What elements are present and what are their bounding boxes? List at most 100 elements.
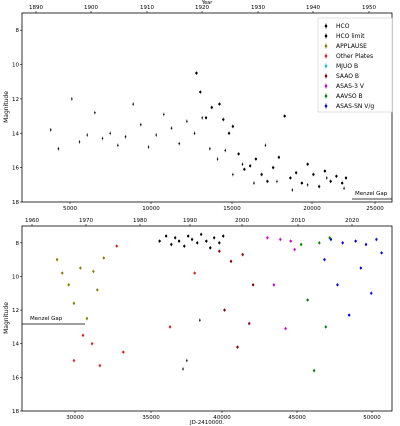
data-point — [312, 173, 315, 176]
data-point — [182, 368, 184, 370]
data-point — [115, 244, 118, 248]
data-point — [266, 180, 269, 183]
data-point — [232, 173, 234, 176]
data-point — [218, 241, 221, 245]
data-point — [343, 187, 345, 190]
data-point — [370, 292, 373, 295]
data-point — [147, 146, 150, 148]
data-point — [341, 241, 344, 245]
year-tick-label: 1940 — [306, 5, 320, 11]
data-point — [193, 271, 196, 275]
data-point — [223, 308, 226, 312]
legend-marker-dot — [324, 94, 328, 98]
legend-marker-dot — [324, 44, 328, 48]
data-point — [323, 258, 326, 261]
data-point — [229, 260, 233, 263]
data-point — [289, 176, 292, 180]
data-point — [306, 184, 309, 186]
data-point — [186, 120, 188, 123]
data-point — [293, 248, 296, 251]
data-point — [71, 98, 73, 100]
data-point — [306, 163, 309, 166]
data-point — [329, 180, 332, 183]
data-point — [323, 169, 327, 173]
data-point — [335, 175, 338, 178]
x-tick-label: 40000 — [213, 415, 231, 421]
data-point — [195, 71, 198, 75]
legend-label: APPLAUSE — [336, 43, 367, 50]
data-point — [117, 144, 119, 147]
data-point — [170, 243, 173, 246]
year-tick-label: 1970 — [79, 218, 93, 224]
year-tick-label: 1930 — [251, 5, 265, 11]
data-point — [92, 270, 95, 273]
x-tick-label: 10000 — [142, 206, 160, 212]
data-point — [85, 317, 89, 320]
data-point — [329, 238, 333, 241]
data-point — [186, 359, 188, 362]
data-point — [57, 147, 60, 150]
lower-plot-frame — [21, 225, 393, 412]
data-point — [237, 152, 240, 156]
lower-menzel-gap-label: Menzel Gap — [30, 316, 63, 322]
data-point — [173, 236, 177, 239]
upper-top-axis-label: Year — [201, 0, 214, 6]
x-tick-label: 45000 — [288, 415, 306, 421]
year-tick-label: 1980 — [133, 218, 147, 224]
data-point — [78, 141, 81, 143]
legend-marker-dot — [324, 84, 328, 88]
data-point — [306, 298, 309, 302]
data-point — [199, 319, 201, 321]
data-point — [72, 302, 76, 305]
legend-label: AAVSO B — [336, 93, 363, 100]
data-point — [122, 350, 125, 354]
data-point — [289, 239, 292, 243]
upper-y-axis-label: Magnitude — [3, 91, 10, 123]
legend-marker-dot — [324, 104, 328, 108]
upper-panel: Year Magnitude Menzel Gap HCO HCO limit AP… — [3, 0, 393, 212]
x-tick-label: 5000 — [63, 206, 77, 212]
legend-items: HCO HCO limit APPLAUSE Other Plates MJUO B SA… — [324, 23, 374, 110]
x-tick-label: 25000 — [366, 206, 384, 212]
data-point — [277, 156, 281, 159]
y-tick-label: 10 — [12, 63, 19, 69]
data-point — [86, 134, 88, 136]
data-point — [132, 103, 134, 105]
x-tick-label: 50000 — [363, 415, 381, 421]
upper-menzel-gap-label: Menzel Gap — [355, 191, 388, 197]
y-tick-label: 8 — [16, 28, 20, 34]
data-point — [359, 266, 363, 270]
x-tick-label: 15000 — [223, 206, 241, 212]
data-point — [254, 157, 258, 161]
legend-label: SAAO B — [336, 73, 359, 80]
y-tick-label: 16 — [12, 375, 19, 381]
data-point — [241, 253, 244, 256]
lower-y-axis-label: Magnitude — [3, 302, 10, 334]
data-point — [236, 345, 239, 349]
data-point — [248, 164, 252, 168]
data-point — [279, 238, 282, 241]
data-point — [272, 283, 276, 287]
x-tick-label: 20000 — [303, 206, 321, 212]
legend-marker-dot — [324, 64, 328, 68]
data-point — [260, 173, 263, 176]
data-point — [312, 369, 316, 372]
x-tick-label: 30000 — [66, 415, 84, 421]
data-point — [276, 180, 278, 183]
data-point — [209, 147, 211, 150]
data-point — [375, 238, 378, 241]
data-point — [102, 256, 105, 260]
data-point — [177, 239, 181, 243]
data-point — [243, 168, 246, 171]
legend-marker-dot — [324, 74, 328, 78]
data-point — [196, 241, 199, 245]
data-point — [186, 234, 190, 238]
data-point — [190, 238, 194, 241]
x-tick-label: 35000 — [142, 415, 160, 421]
year-tick-label: 2000 — [235, 218, 249, 224]
data-point — [61, 271, 64, 275]
data-point — [218, 250, 221, 253]
data-point — [155, 134, 157, 136]
data-point — [354, 239, 357, 243]
data-point — [324, 325, 327, 329]
